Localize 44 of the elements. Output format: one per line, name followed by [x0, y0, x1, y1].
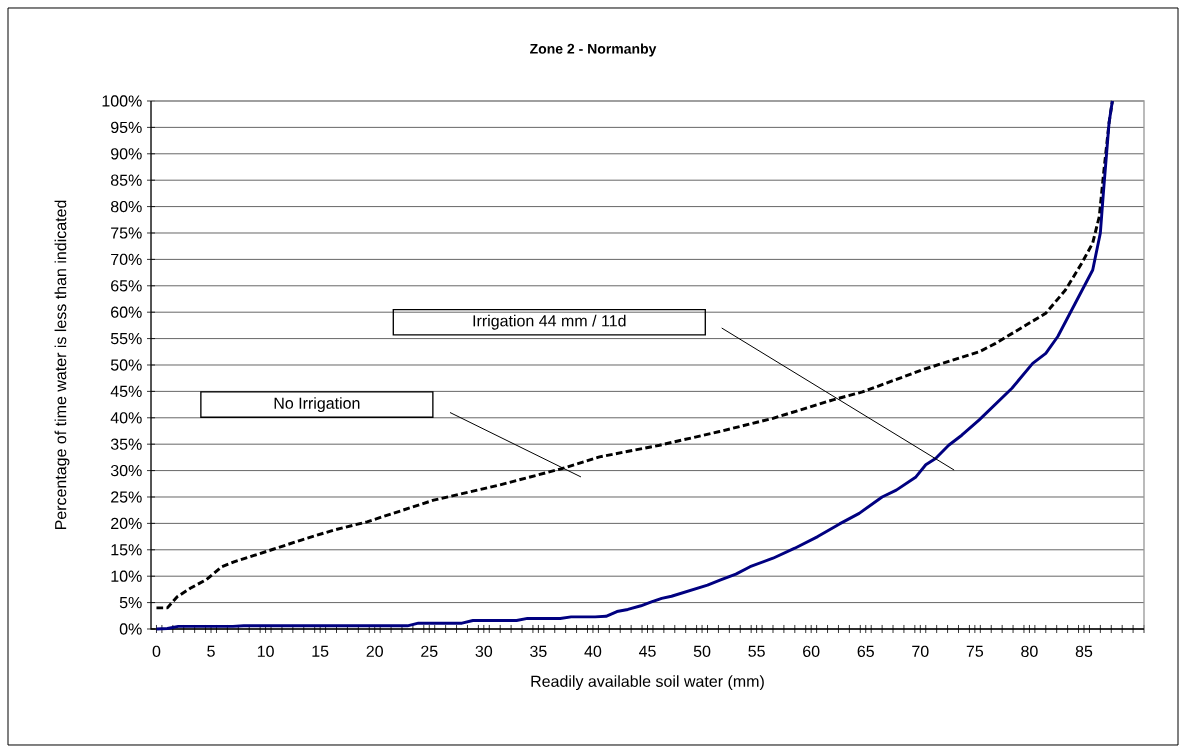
y-tick-label: 35% [110, 438, 142, 450]
y-tick-label: 20% [111, 517, 142, 530]
x-tick-label: 85 [1075, 645, 1093, 658]
y-tick-label: 85% [110, 174, 142, 186]
y-tick-label: 15% [111, 544, 142, 556]
x-tick-label: 30 [475, 645, 493, 658]
x-axis-title: Readily available soil water (mm) [531, 675, 764, 691]
x-tick-label: 65 [857, 645, 874, 658]
chart-title: Zone 2 - Normanby [530, 43, 657, 57]
x-tick-label: 20 [366, 645, 383, 658]
y-tick-label: 80% [110, 200, 142, 213]
y-tick-label: 100% [102, 95, 142, 107]
x-tick-label: 10 [257, 645, 274, 658]
y-tick-label: 65% [111, 280, 142, 292]
y-tick-label: 90% [111, 148, 142, 160]
y-tick-label: 25% [111, 491, 142, 503]
x-tick-label: 0 [152, 645, 161, 658]
x-tick-label: 35 [530, 645, 547, 658]
y-tick-label: 50% [110, 359, 142, 371]
y-tick-label: 95% [111, 121, 142, 134]
x-tick-label: 15 [312, 645, 329, 657]
x-tick-label: 80 [1021, 645, 1038, 658]
y-tick-label: 70% [111, 253, 142, 266]
y-axis-title: Percentage of time water is less than indicated [54, 200, 70, 530]
x-tick-label: 50 [693, 645, 711, 658]
x-tick-label: 60 [803, 645, 820, 658]
y-tick-label: 10% [111, 570, 142, 582]
x-tick-label: 75 [966, 645, 984, 657]
y-tick-label: 5% [119, 596, 142, 609]
x-tick-label: 5 [207, 645, 215, 657]
y-tick-label: 30% [110, 464, 142, 477]
y-tick-label: 60% [111, 306, 142, 318]
x-tick-label: 55 [748, 645, 765, 657]
y-tick-label: 40% [110, 412, 142, 424]
y-tick-label: 45% [110, 385, 142, 398]
y-tick-label: 0% [119, 623, 142, 635]
y-tick-label: 55% [110, 332, 142, 345]
x-tick-label: 45 [638, 645, 656, 657]
annotation: Irrigation 44 mm / 11d [473, 314, 626, 330]
x-tick-label: 25 [421, 645, 438, 658]
y-tick-label: 75% [111, 227, 142, 239]
annotation: No Irrigation [274, 397, 360, 413]
x-tick-label: 40 [584, 645, 602, 658]
x-tick-label: 70 [912, 645, 929, 658]
